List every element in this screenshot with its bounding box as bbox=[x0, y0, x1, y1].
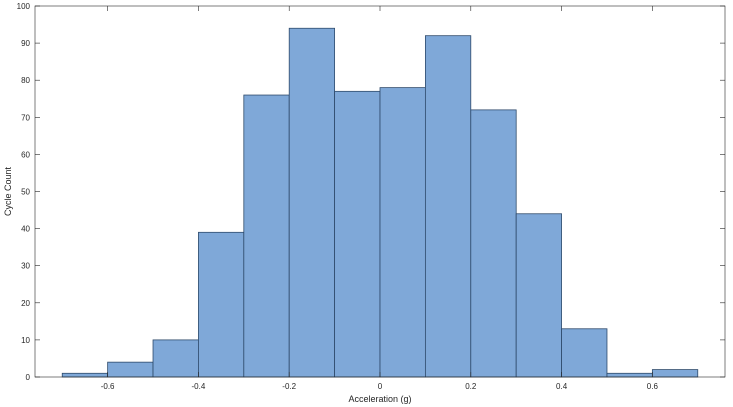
histogram-bar bbox=[198, 231, 245, 378]
x-axis-ticks: -0.6 -0.4 -0.2 0 0.2 0.4 0.6 bbox=[101, 6, 659, 391]
histogram-bars bbox=[61, 27, 699, 378]
x-tick-label: -0.2 bbox=[282, 382, 296, 391]
y-tick-label: 50 bbox=[21, 188, 30, 197]
histogram-bar bbox=[424, 35, 472, 378]
x-axis-label: Acceleration (g) bbox=[348, 394, 411, 404]
y-tick-label: 20 bbox=[21, 299, 30, 308]
y-tick-label: 60 bbox=[21, 150, 30, 159]
x-tick-label: -0.4 bbox=[192, 382, 206, 391]
y-tick-label: 30 bbox=[21, 262, 30, 271]
histogram-bar bbox=[470, 109, 517, 378]
histogram-bar bbox=[379, 87, 426, 378]
y-axis-label: Cycle Count bbox=[3, 166, 13, 216]
histogram-bar bbox=[515, 213, 562, 378]
histogram-bar bbox=[61, 372, 109, 378]
y-axis-ticks: 0 10 20 30 40 50 60 70 80 90 100 bbox=[17, 2, 725, 382]
x-tick-label: 0 bbox=[378, 382, 383, 391]
x-tick-label: 0.4 bbox=[556, 382, 568, 391]
histogram-bar bbox=[561, 328, 608, 378]
histogram-bar bbox=[152, 339, 199, 378]
histogram-bar bbox=[334, 90, 381, 378]
histogram-bar bbox=[107, 361, 154, 378]
x-tick-label: -0.6 bbox=[101, 382, 115, 391]
histogram-bar bbox=[243, 94, 290, 378]
y-tick-label: 90 bbox=[21, 39, 30, 48]
histogram-bar bbox=[651, 369, 699, 378]
y-tick-label: 100 bbox=[17, 2, 31, 11]
y-tick-label: 0 bbox=[26, 373, 31, 382]
y-tick-label: 10 bbox=[21, 336, 30, 345]
histogram-bar bbox=[288, 27, 336, 378]
x-tick-label: 0.6 bbox=[647, 382, 659, 391]
y-tick-label: 40 bbox=[21, 225, 30, 234]
histogram-bar bbox=[606, 372, 653, 378]
x-tick-label: 0.2 bbox=[465, 382, 477, 391]
y-tick-label: 80 bbox=[21, 76, 30, 85]
y-tick-label: 70 bbox=[21, 113, 30, 122]
